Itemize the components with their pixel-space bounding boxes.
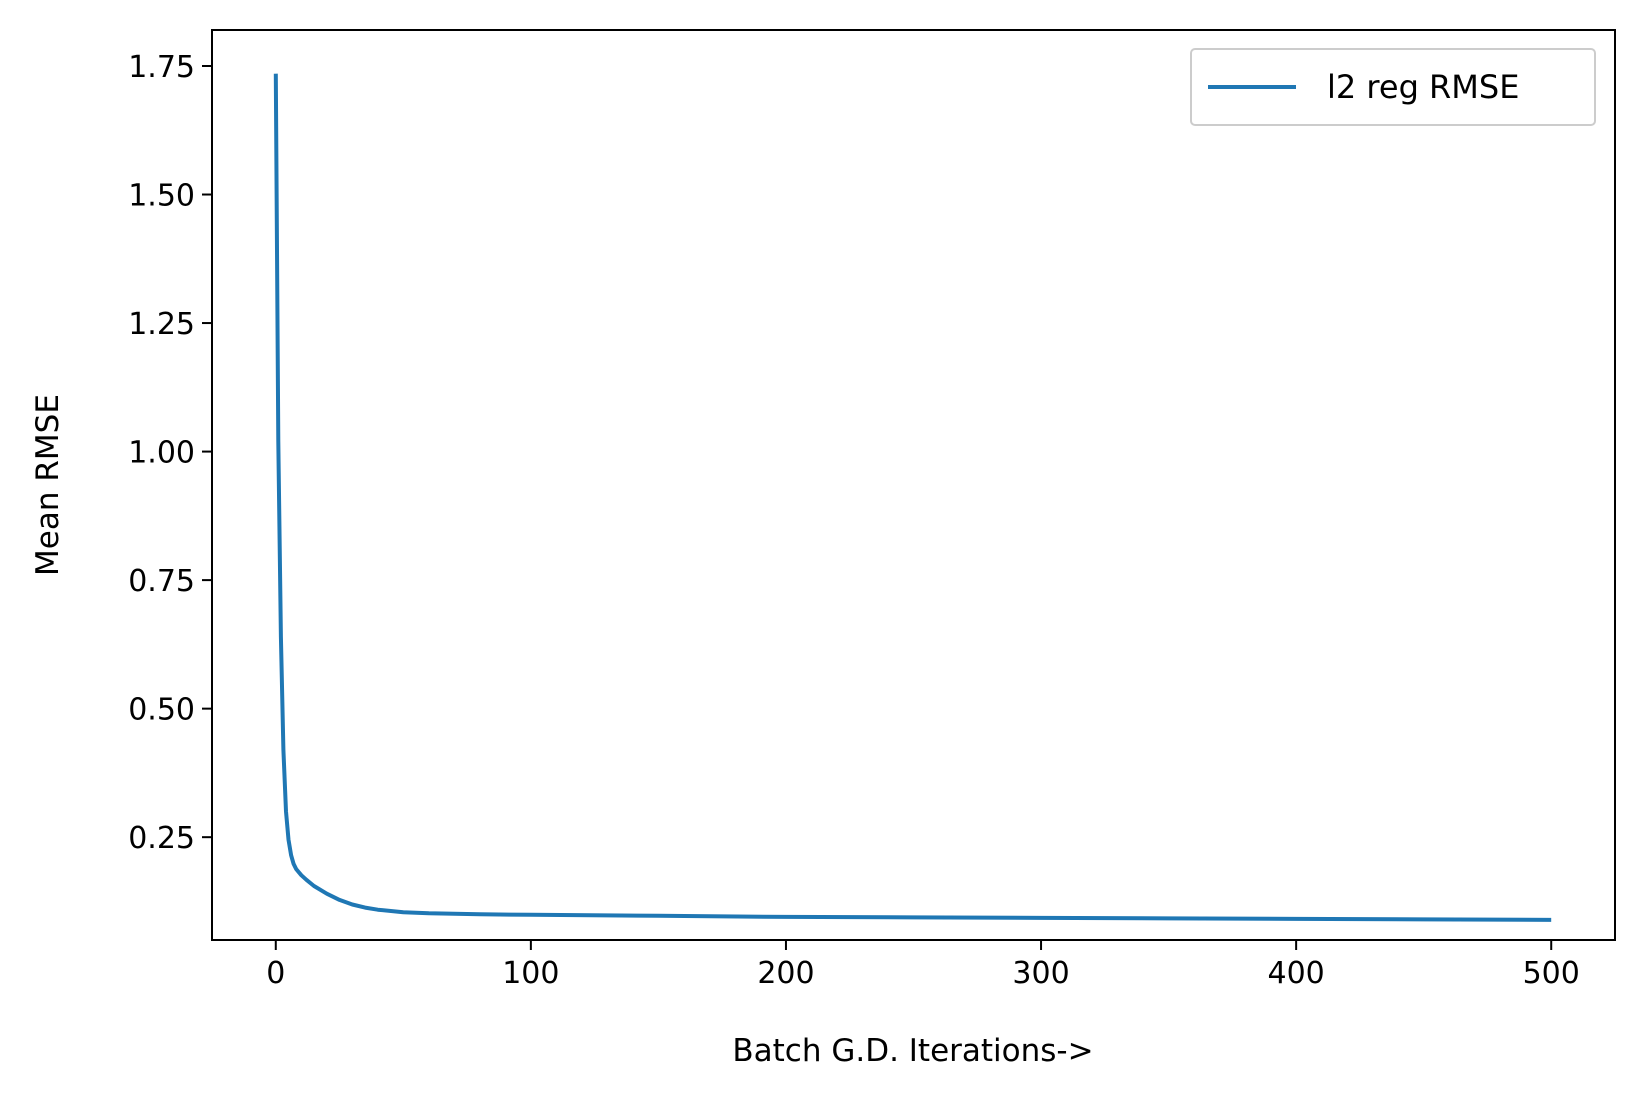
legend: l2 reg RMSE [1190,48,1596,126]
y-tick-label: 1.75 [128,50,195,85]
y-axis-ticks: 0.25 0.50 0.75 1.00 1.25 1.50 1.75 [128,50,212,856]
legend-box [1190,48,1596,126]
x-tick-label: 300 [1012,956,1069,991]
series-layer [273,73,1552,922]
legend-label: l2 reg RMSE [1327,68,1519,106]
plot-frame [211,29,1616,941]
y-axis-label: Mean RMSE [30,394,66,576]
y-tick-label: 1.00 [128,436,195,471]
y-tick-label: 0.25 [128,821,195,856]
x-tick-label: 400 [1268,956,1325,991]
y-tick-label: 1.50 [128,179,195,214]
y-tick-label: 0.50 [128,693,195,728]
y-tick-label: 1.25 [128,307,195,342]
x-tick-label: 200 [757,956,814,991]
x-axis-ticks: 0 100 200 300 400 500 [266,940,1580,991]
x-tick-label: 0 [266,956,285,991]
x-tick-label: 100 [502,956,559,991]
series-line [273,73,1552,922]
x-axis-label: Batch G.D. Iterations-> [732,1033,1093,1069]
x-tick-label: 500 [1523,956,1580,991]
y-tick-label: 0.75 [128,564,195,599]
